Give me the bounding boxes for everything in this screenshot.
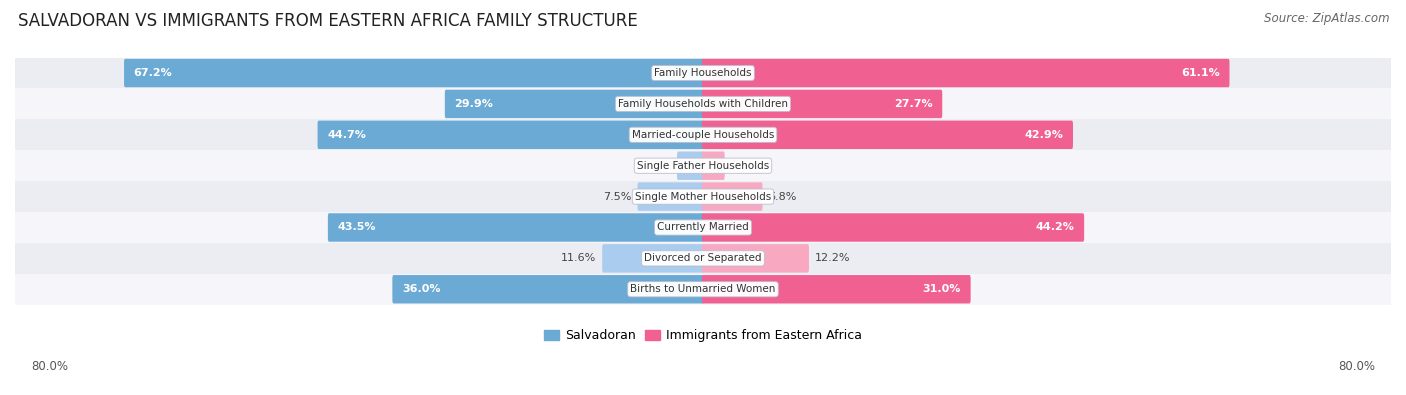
Text: 27.7%: 27.7% [894, 99, 932, 109]
Text: Source: ZipAtlas.com: Source: ZipAtlas.com [1264, 12, 1389, 25]
FancyBboxPatch shape [702, 275, 970, 303]
FancyBboxPatch shape [602, 244, 704, 273]
Text: 44.7%: 44.7% [328, 130, 366, 140]
Bar [15, 181, 1391, 212]
Text: 44.2%: 44.2% [1036, 222, 1074, 233]
Text: 12.2%: 12.2% [815, 253, 851, 263]
Text: 31.0%: 31.0% [922, 284, 960, 294]
FancyBboxPatch shape [318, 120, 704, 149]
FancyBboxPatch shape [637, 182, 704, 211]
Text: 6.8%: 6.8% [768, 192, 797, 201]
Text: 11.6%: 11.6% [561, 253, 596, 263]
Text: Family Households with Children: Family Households with Children [619, 99, 787, 109]
FancyBboxPatch shape [702, 90, 942, 118]
FancyBboxPatch shape [702, 213, 1084, 242]
Text: 61.1%: 61.1% [1181, 68, 1220, 78]
Text: 67.2%: 67.2% [134, 68, 173, 78]
Bar [15, 88, 1391, 119]
FancyBboxPatch shape [702, 182, 762, 211]
Text: 29.9%: 29.9% [454, 99, 494, 109]
FancyBboxPatch shape [702, 120, 1073, 149]
FancyBboxPatch shape [678, 152, 704, 180]
FancyBboxPatch shape [702, 59, 1229, 87]
Bar [15, 212, 1391, 243]
Text: Births to Unmarried Women: Births to Unmarried Women [630, 284, 776, 294]
FancyBboxPatch shape [392, 275, 704, 303]
Text: 36.0%: 36.0% [402, 284, 440, 294]
Text: 2.4%: 2.4% [731, 161, 759, 171]
Bar [15, 243, 1391, 274]
Text: 80.0%: 80.0% [1339, 360, 1375, 373]
FancyBboxPatch shape [702, 152, 724, 180]
FancyBboxPatch shape [444, 90, 704, 118]
Text: 2.9%: 2.9% [643, 161, 671, 171]
Bar [15, 58, 1391, 88]
Text: Divorced or Separated: Divorced or Separated [644, 253, 762, 263]
FancyBboxPatch shape [124, 59, 704, 87]
Text: 80.0%: 80.0% [31, 360, 67, 373]
FancyBboxPatch shape [702, 244, 808, 273]
Text: 42.9%: 42.9% [1025, 130, 1063, 140]
Text: Single Mother Households: Single Mother Households [636, 192, 770, 201]
Text: Single Father Households: Single Father Households [637, 161, 769, 171]
Legend: Salvadoran, Immigrants from Eastern Africa: Salvadoran, Immigrants from Eastern Afri… [538, 324, 868, 347]
Bar [15, 150, 1391, 181]
Text: 43.5%: 43.5% [337, 222, 375, 233]
Text: Family Households: Family Households [654, 68, 752, 78]
Text: Currently Married: Currently Married [657, 222, 749, 233]
Bar [15, 274, 1391, 305]
Text: Married-couple Households: Married-couple Households [631, 130, 775, 140]
Bar [15, 119, 1391, 150]
Text: SALVADORAN VS IMMIGRANTS FROM EASTERN AFRICA FAMILY STRUCTURE: SALVADORAN VS IMMIGRANTS FROM EASTERN AF… [18, 12, 638, 30]
Text: 7.5%: 7.5% [603, 192, 631, 201]
FancyBboxPatch shape [328, 213, 704, 242]
